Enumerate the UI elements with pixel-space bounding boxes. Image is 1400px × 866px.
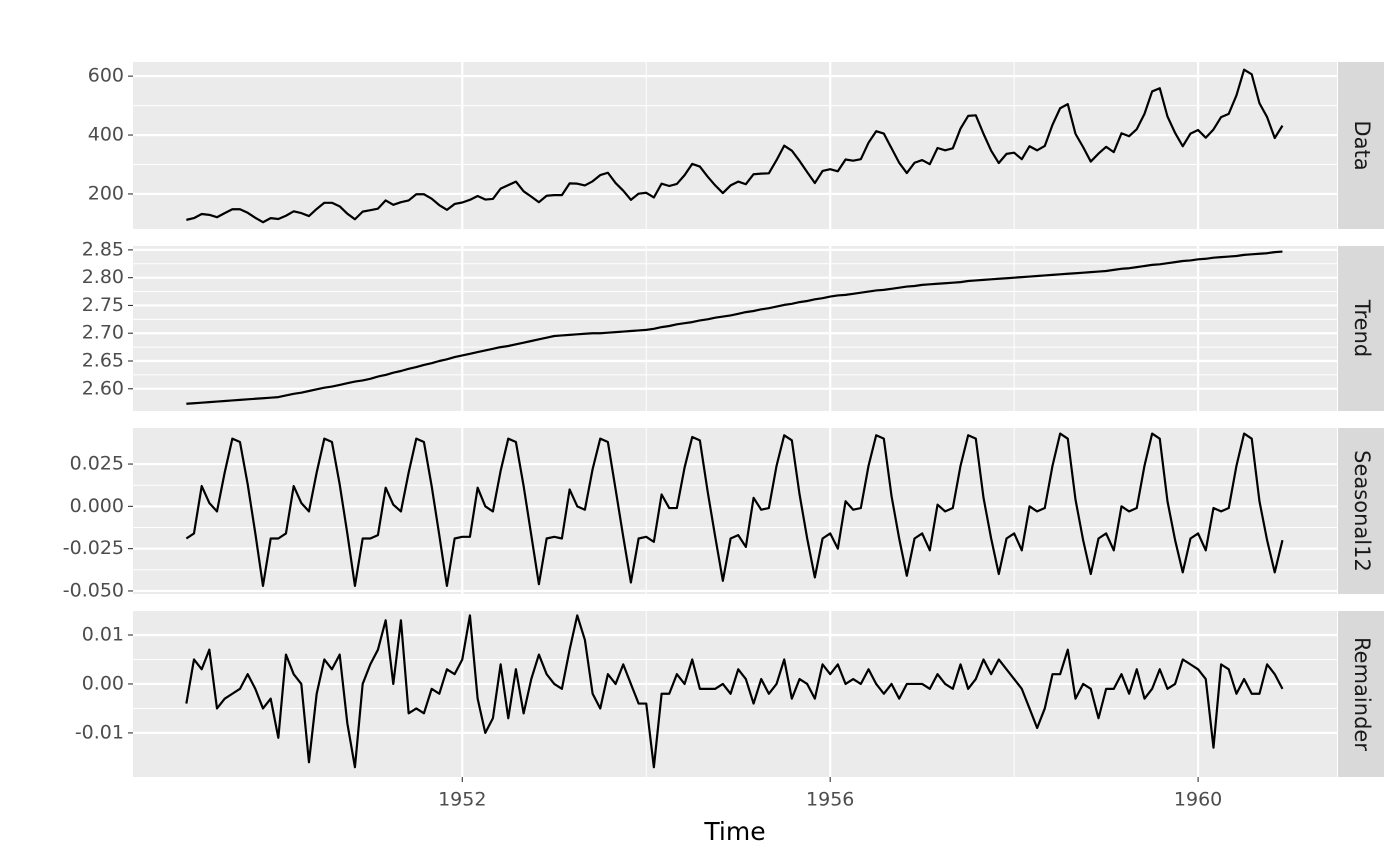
strip-label: Trend [1350, 299, 1374, 357]
x-tick-label: 1952 [438, 789, 486, 811]
y-tick-label: -0.050 [63, 579, 124, 601]
strip-label: Seasonal12 [1350, 450, 1374, 572]
panel-background [133, 428, 1337, 594]
panel-background [133, 611, 1337, 777]
y-tick-label: 2.70 [82, 322, 124, 344]
x-tick-label: 1960 [1174, 789, 1222, 811]
y-tick-label: 0.000 [70, 495, 124, 517]
x-tick-label: 1956 [806, 789, 854, 811]
y-tick-label: 2.65 [82, 350, 124, 372]
y-tick-label: 0.025 [70, 453, 124, 475]
y-tick-label: 2.85 [82, 238, 124, 260]
y-tick-label: 200 [88, 182, 124, 204]
x-axis-title: Time [703, 817, 765, 846]
y-tick-label: 0.00 [82, 672, 124, 694]
series-line [186, 68, 1284, 224]
series-line [186, 250, 1283, 405]
y-tick-label: 0.01 [82, 623, 124, 645]
strip [1338, 611, 1384, 777]
strip [1338, 246, 1384, 411]
strip-label: Data [1350, 120, 1374, 170]
y-tick-label: 2.60 [82, 377, 124, 399]
y-tick-label: 600 [88, 65, 124, 87]
y-tick-label: -0.025 [63, 537, 124, 559]
series-line [185, 432, 1284, 587]
series-line [185, 614, 1284, 769]
panel-background [133, 62, 1337, 229]
y-tick-label: -0.01 [75, 721, 124, 743]
y-tick-label: 2.75 [82, 294, 124, 316]
strip-label: Remainder [1350, 637, 1374, 751]
strip [1338, 428, 1384, 594]
y-tick-label: 2.80 [82, 266, 124, 288]
y-tick-label: 400 [88, 124, 124, 146]
strip [1338, 62, 1384, 229]
panel-background [133, 246, 1337, 411]
